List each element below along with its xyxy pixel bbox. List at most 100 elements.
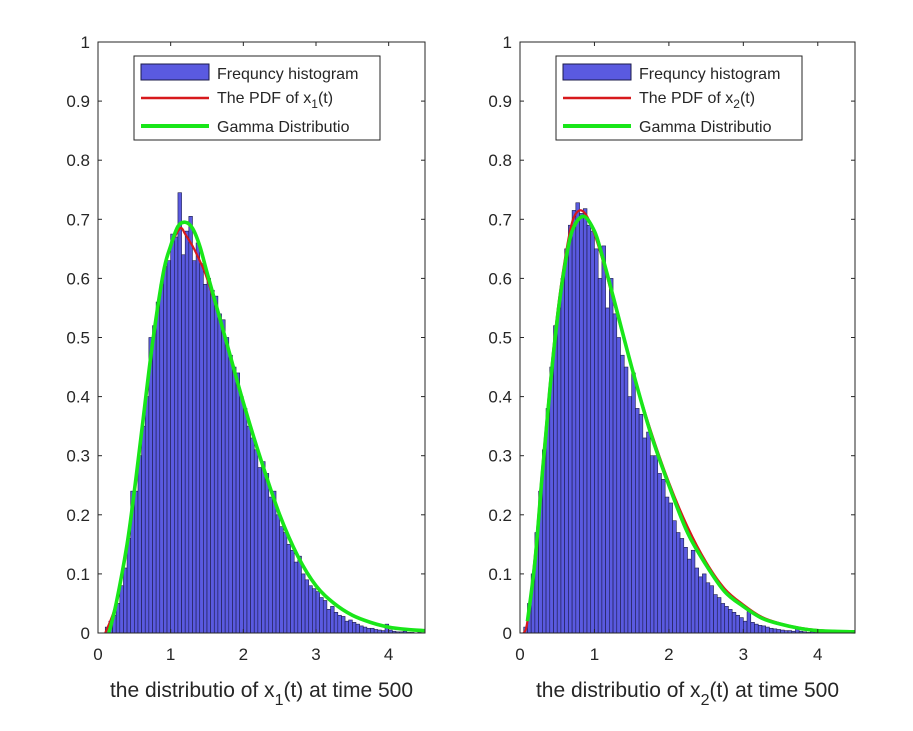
histogram-bar	[661, 479, 666, 634]
histogram-bar	[720, 603, 726, 634]
histogram-bar	[352, 622, 357, 634]
histogram-bar	[653, 455, 659, 634]
histogram-bar	[333, 612, 339, 634]
histogram-bar	[282, 532, 288, 634]
histogram-bar	[370, 627, 375, 634]
histogram-bar	[590, 230, 595, 634]
histogram-bar	[177, 192, 182, 634]
histogram-bar	[213, 295, 219, 634]
legend-pdf-suffix: (t)	[740, 90, 755, 107]
histogram-bar	[330, 606, 335, 634]
histogram-bar	[575, 202, 580, 634]
histogram-bar	[728, 609, 733, 634]
legend-label-gamma: Gamma Distributio	[639, 119, 772, 136]
histogram-bar	[616, 337, 621, 634]
histogram-bar	[348, 619, 353, 634]
x-tick-label: 2	[239, 645, 248, 664]
histogram-bar	[235, 372, 240, 634]
x-label-text: the distributio of x	[110, 679, 275, 702]
histogram-bar	[232, 366, 237, 634]
legend-pdf-subscript: 1	[311, 97, 318, 111]
legend-label-histogram: Frequncy histogram	[639, 66, 780, 83]
y-tick-label: 0.8	[66, 151, 90, 170]
histogram-bar	[646, 431, 651, 634]
x-tick-label: 4	[384, 645, 393, 664]
histogram-bar	[705, 582, 711, 634]
histogram-bar	[257, 467, 262, 634]
histogram-bar	[170, 233, 175, 634]
histogram-bar	[261, 461, 266, 634]
y-tick-label: 0.5	[488, 329, 512, 348]
y-tick-label: 0	[81, 624, 90, 643]
histogram-bar	[690, 549, 696, 634]
histogram-bar	[668, 502, 673, 634]
histogram-bar	[304, 579, 310, 634]
histogram-bar	[144, 396, 150, 634]
x-tick-label: 0	[515, 645, 524, 664]
histogram-bar	[123, 567, 128, 634]
histogram-bar	[601, 245, 606, 634]
x-tick-label: 4	[813, 645, 822, 664]
histogram-bar	[761, 625, 766, 634]
histogram-bar	[166, 260, 171, 634]
legend-label-pdf: The PDF of x1(t)	[217, 90, 333, 111]
histogram-bar	[702, 573, 707, 634]
histogram-bar	[620, 354, 625, 634]
histogram-bar	[735, 614, 740, 634]
x-label-suffix: (t) at time 500	[283, 679, 413, 702]
histogram-bar	[272, 490, 277, 634]
x-tick-label: 1	[590, 645, 599, 664]
histogram-bar	[297, 555, 302, 634]
histogram-bar	[246, 425, 251, 634]
x-label-subscript: 2	[701, 692, 710, 709]
histogram-bar	[746, 611, 752, 634]
histogram-bar	[739, 617, 744, 634]
histogram-bar	[549, 366, 554, 634]
histogram-bar	[155, 301, 161, 634]
histogram-bar	[553, 325, 558, 634]
histogram-bar	[184, 230, 190, 634]
histogram-bar	[341, 616, 346, 634]
histogram-bar	[716, 597, 722, 634]
histogram-bar	[560, 278, 565, 634]
legend-pdf-subscript: 2	[733, 97, 740, 111]
histogram-bar	[635, 408, 640, 634]
histogram-bar	[221, 319, 226, 634]
histogram-bar	[754, 623, 759, 634]
histogram-bar	[174, 236, 179, 634]
histogram-bar	[605, 307, 610, 634]
histogram-bar	[556, 307, 562, 634]
histogram-bar	[203, 284, 208, 634]
histogram-bar	[687, 558, 692, 634]
histogram-bar	[731, 612, 737, 634]
y-tick-label: 0.3	[488, 447, 512, 466]
y-tick-label: 0.9	[488, 92, 512, 111]
x-label-suffix: (t) at time 500	[709, 679, 839, 702]
y-tick-label: 1	[81, 33, 90, 52]
histogram-bar	[373, 629, 379, 634]
histogram-bar	[362, 626, 368, 634]
histogram-bar	[366, 627, 371, 634]
y-tick-label: 0.1	[488, 565, 512, 584]
histogram-bar	[772, 628, 778, 634]
y-tick-label: 0	[503, 624, 512, 643]
histogram-bar	[776, 629, 781, 634]
histogram-bar	[239, 396, 244, 634]
histogram-bar	[159, 284, 164, 634]
histogram-bar	[359, 625, 364, 634]
subplot-1: 0 0.1 0.2 0.3 0.4 0.5 0.6 0.7 0.8 0.9 1 0 1 2 3 4 the di…	[66, 33, 426, 709]
histogram-bar	[326, 609, 331, 634]
histogram-bar	[141, 425, 146, 634]
histogram-bar	[564, 248, 569, 634]
x-label-subscript: 1	[275, 692, 284, 709]
x-tick-label: 2	[664, 645, 673, 664]
histogram-bar	[152, 325, 157, 634]
y-tick-label: 0.2	[66, 506, 90, 525]
histogram-bar	[724, 606, 729, 634]
histogram-bar	[264, 473, 270, 634]
gamma-curve	[525, 214, 856, 634]
legend: Frequncy histogram The PDF of x1(t) Gamma …	[133, 55, 381, 141]
histogram-bar	[217, 313, 222, 634]
histogram-bar	[210, 289, 215, 634]
histogram-bar	[268, 496, 273, 634]
